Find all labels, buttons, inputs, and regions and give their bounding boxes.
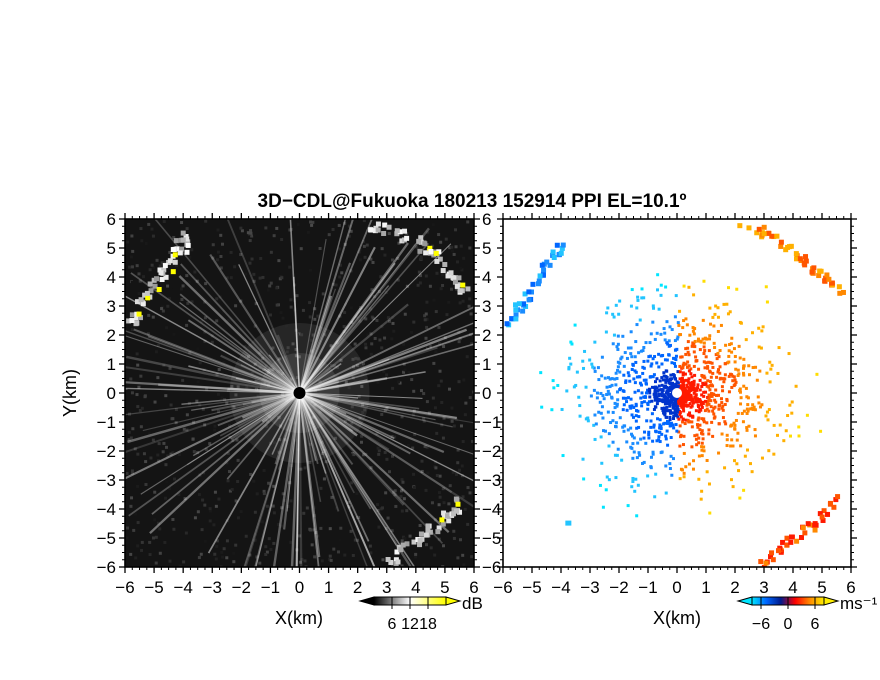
x-tick-label: 3 (759, 578, 768, 597)
colorbar-tick-label: 0 (784, 616, 793, 633)
y-tick-label: −6 (97, 558, 116, 577)
y-tick-label-right: −6 (482, 558, 501, 577)
x-tick-label: 6 (469, 578, 478, 597)
x-tick-label: 1 (324, 578, 333, 597)
reflectivity-echo-bands (126, 221, 471, 567)
reflectivity-radial-rays (125, 219, 474, 567)
reflectivity-axis-ticks: −6−6 −6−5−5 −5−4−4 −4−3−3 −3−2−2 −2−1−1 −100 01… (97, 210, 502, 597)
y-tick-label-right: −5 (482, 529, 501, 548)
x-tick-label: 5 (817, 578, 826, 597)
y-tick-label-right: −1 (482, 413, 501, 432)
colorbar-tick-label: 18 (419, 616, 437, 633)
y-tick-label: 6 (107, 210, 116, 229)
x-tick-label: −2 (609, 578, 628, 597)
velocity-x-axis-label: X(km) (653, 608, 701, 628)
x-tick-label: −1 (261, 578, 280, 597)
reflectivity-plot-area (125, 219, 474, 567)
x-tick-label: 2 (730, 578, 739, 597)
y-tick-label: 4 (107, 268, 116, 287)
y-tick-label: −3 (97, 471, 116, 490)
colorbar-unit: dB (462, 594, 483, 613)
x-tick-label: −4 (173, 578, 192, 597)
reflectivity-noise (125, 219, 474, 567)
x-tick-label: −1 (638, 578, 657, 597)
y-tick-label: −1 (97, 413, 116, 432)
x-tick-label: 0 (295, 578, 304, 597)
colorbar-tick-label: 6 (388, 616, 397, 633)
velocity-plot-area (503, 219, 851, 567)
reflectivity-panel: −6−6 −6−5−5 −5−4−4 −4−3−3 −3−2−2 −2−1−1 −100 01… (60, 210, 502, 633)
y-tick-label-right: 1 (482, 355, 491, 374)
y-tick-label: −5 (97, 529, 116, 548)
y-tick-label-right: −3 (482, 471, 501, 490)
reflectivity-y-axis-label: Y(km) (60, 369, 80, 417)
y-tick-label: 0 (107, 384, 116, 403)
y-tick-label-right: 5 (482, 239, 491, 258)
y-tick-label-right: 0 (482, 384, 491, 403)
x-tick-label: 0 (672, 578, 681, 597)
x-tick-label: −3 (203, 578, 222, 597)
y-tick-label: 1 (107, 355, 116, 374)
y-tick-label-right: −2 (482, 442, 501, 461)
x-tick-label: 4 (411, 578, 420, 597)
velocity-field (504, 223, 846, 567)
y-tick-label-right: 3 (482, 297, 491, 316)
x-tick-label: −4 (551, 578, 570, 597)
y-tick-label: −2 (97, 442, 116, 461)
y-tick-label: 3 (107, 297, 116, 316)
figure-title: 3D−CDL@Fukuoka 180213 152914 PPI EL=10.1… (258, 191, 687, 212)
x-tick-label: 6 (846, 578, 855, 597)
x-tick-label: 2 (353, 578, 362, 597)
x-tick-label: 1 (701, 578, 710, 597)
colorbar-tick-label: −6 (752, 616, 770, 633)
y-tick-label: 5 (107, 239, 116, 258)
x-tick-label: −5 (522, 578, 541, 597)
x-tick-label: −6 (493, 578, 512, 597)
x-tick-label: 4 (788, 578, 797, 597)
y-tick-label-right: 6 (482, 210, 491, 229)
y-tick-label-right: 2 (482, 326, 491, 345)
y-tick-label: 2 (107, 326, 116, 345)
x-tick-label: −6 (115, 578, 134, 597)
velocity-colorbar: −6 0 6 ms⁻¹ (736, 594, 878, 633)
colorbar-unit: ms⁻¹ (840, 594, 878, 613)
reflectivity-colorbar: 6 12 18 dB (358, 594, 483, 633)
x-tick-label: −3 (580, 578, 599, 597)
radar-center-marker (293, 387, 306, 399)
colorbar-tick-label: 6 (811, 616, 820, 633)
x-tick-label: −5 (144, 578, 163, 597)
velocity-axis-ticks: −6 −5 −4 −3 −2 −1 0 1 2 3 4 5 6 (493, 213, 857, 597)
x-tick-label: 3 (382, 578, 391, 597)
reflectivity-x-axis-label: X(km) (275, 608, 323, 628)
y-tick-label-right: −4 (482, 500, 501, 519)
x-tick-label: −2 (232, 578, 251, 597)
colorbar-tick-label: 12 (401, 616, 419, 633)
y-tick-label: −4 (97, 500, 116, 519)
x-tick-label: 5 (440, 578, 449, 597)
y-tick-label-right: 4 (482, 268, 491, 287)
velocity-panel: −6 −5 −4 −3 −2 −1 0 1 2 3 4 5 6 X(km) −6 0 6ms⁻¹ (493, 213, 878, 633)
